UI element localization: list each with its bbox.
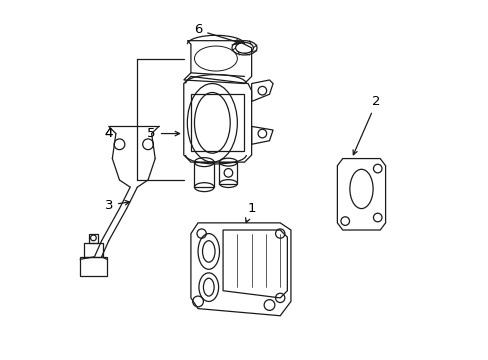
Text: 6: 6: [193, 23, 240, 44]
Bar: [80, 257, 107, 276]
Text: 5: 5: [147, 127, 179, 140]
Text: 3: 3: [104, 198, 129, 212]
Text: 4: 4: [104, 127, 113, 140]
Bar: [194, 162, 214, 187]
Bar: [83, 243, 103, 257]
Bar: [89, 234, 98, 243]
Text: 2: 2: [352, 95, 380, 155]
Bar: [219, 162, 237, 184]
Text: 4: 4: [104, 127, 134, 140]
Text: 1: 1: [245, 202, 255, 222]
